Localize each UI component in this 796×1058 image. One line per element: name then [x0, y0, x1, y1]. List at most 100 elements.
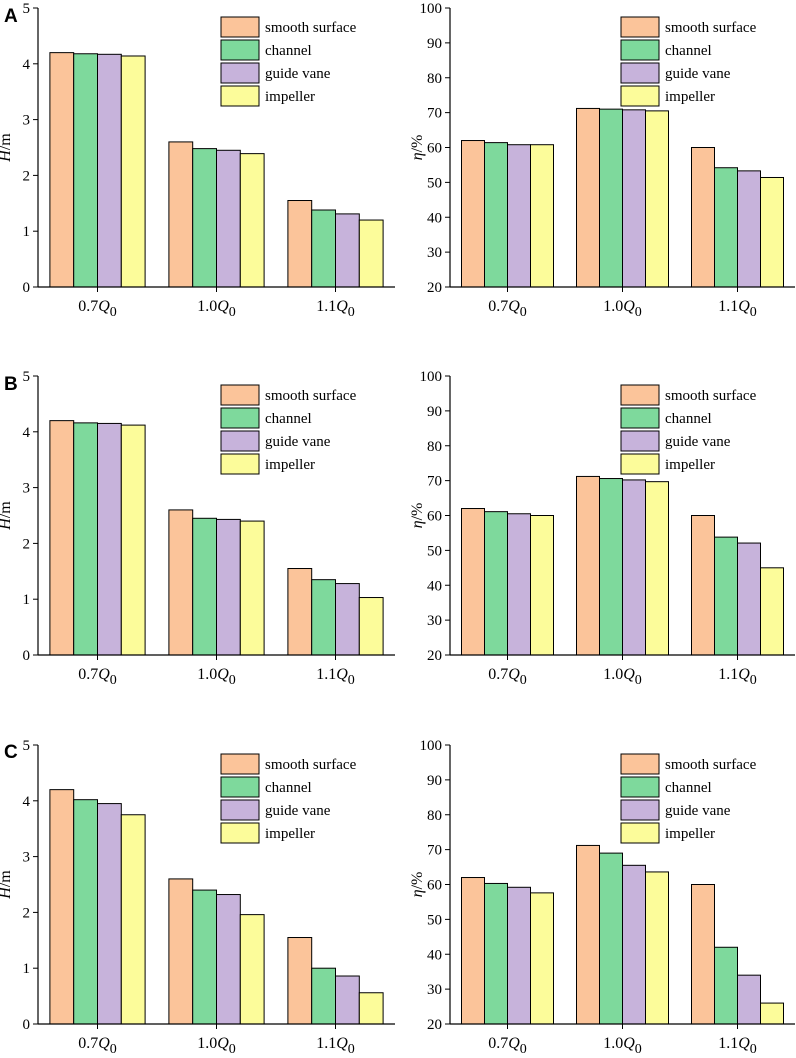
- y-tick-label: 0: [23, 280, 31, 296]
- bar-smooth-surface-3: [287, 937, 313, 1025]
- bar-impeller-3: [358, 219, 384, 288]
- bar-smooth-surface-2: [168, 141, 194, 288]
- legend-label-guide-vane: guide vane: [265, 66, 331, 82]
- legend-label-guide-vane: guide vane: [265, 434, 331, 450]
- bar-impeller-3: [358, 992, 384, 1025]
- y-tick-label: 3: [23, 481, 31, 497]
- y-tick-label: 50: [427, 912, 442, 928]
- bar-channel-2: [599, 478, 623, 656]
- bar-channel-1: [484, 511, 508, 656]
- chart-2: 20 30 40 50 60 70 80 90 100 0.7Q0 1.0Q0 1.1Q0 η/% smo…: [409, 1, 795, 320]
- x-tick-label: 0.7Q0: [78, 298, 117, 320]
- y-tick-label: 30: [427, 245, 442, 261]
- x-tick-label: 1.1Q0: [316, 666, 355, 688]
- bar-guide-vane-1: [97, 803, 122, 1025]
- legend-swatch-guide-vane: [220, 430, 260, 452]
- bar-impeller-2: [239, 520, 265, 656]
- legend: smooth surface channel guide vane impeller: [620, 16, 757, 107]
- bar-guide-vane-2: [216, 894, 241, 1025]
- y-tick-label: 90: [427, 773, 442, 789]
- bar-guide-vane-3: [737, 542, 761, 656]
- legend-label-guide-vane: guide vane: [665, 803, 731, 819]
- bar-impeller-2: [645, 481, 669, 656]
- legend-swatch-channel: [620, 39, 660, 61]
- bar-channel-1: [73, 53, 98, 288]
- bar-channel-1: [484, 882, 508, 1025]
- x-tick-label: 0.7Q0: [488, 666, 527, 688]
- legend-swatch-guide-vane: [620, 62, 660, 84]
- bar-channel-3: [714, 536, 738, 656]
- bar-impeller-1: [120, 55, 146, 288]
- y-axis-label: H/m: [0, 501, 14, 531]
- x-tick-label: 1.1Q0: [316, 298, 355, 320]
- y-tick-label: 30: [427, 982, 442, 998]
- legend-swatch-guide-vane: [220, 799, 260, 821]
- legend-label-channel: channel: [265, 43, 312, 59]
- legend-swatch-channel: [220, 776, 260, 798]
- bar-guide-vane-1: [97, 422, 122, 656]
- bar-smooth-surface-3: [691, 147, 715, 288]
- legend-label-channel: channel: [265, 780, 312, 796]
- y-tick-label: 2: [23, 168, 31, 184]
- y-tick-label: 70: [427, 474, 442, 490]
- y-axis-label: η/%: [409, 135, 426, 161]
- bar-impeller-3: [760, 567, 784, 656]
- bar-channel-2: [599, 108, 623, 288]
- y-tick-label: 2: [23, 905, 31, 921]
- legend-label-smooth-surface: smooth surface: [265, 757, 357, 773]
- y-axis-label: η/%: [409, 872, 426, 898]
- x-tick-label: 1.0Q0: [603, 666, 642, 688]
- y-tick-label: 60: [427, 878, 442, 894]
- legend-swatch-channel: [620, 407, 660, 429]
- chart-3: B 0 1 2 3 4 5 0.7Q0 1.0Q0 1.1Q0 H/m smooth surface c…: [0, 369, 395, 688]
- y-tick-label: 60: [427, 141, 442, 157]
- y-tick-label: 4: [23, 425, 31, 441]
- legend-swatch-impeller: [220, 85, 260, 107]
- bar-guide-vane-2: [622, 109, 646, 288]
- bar-channel-3: [311, 209, 337, 288]
- y-tick-label: 4: [23, 794, 31, 810]
- legend-label-impeller: impeller: [265, 457, 315, 473]
- bar-impeller-1: [120, 814, 146, 1025]
- legend-label-impeller: impeller: [665, 457, 715, 473]
- y-tick-label: 50: [427, 543, 442, 559]
- bar-impeller-2: [239, 914, 265, 1025]
- legend: smooth surface channel guide vane impeller: [220, 384, 357, 475]
- y-tick-label: 80: [427, 808, 442, 824]
- x-tick-label: 1.1Q0: [718, 666, 757, 688]
- x-tick-label: 1.0Q0: [197, 666, 236, 688]
- bar-channel-1: [73, 422, 98, 656]
- bar-impeller-2: [645, 871, 669, 1025]
- legend-swatch-smooth-surface: [220, 16, 260, 38]
- y-tick-label: 3: [23, 850, 31, 866]
- y-tick-label: 5: [23, 738, 31, 754]
- bar-impeller-1: [530, 892, 554, 1025]
- x-tick-label: 0.7Q0: [78, 1035, 117, 1057]
- bar-channel-1: [73, 799, 98, 1025]
- legend-swatch-guide-vane: [620, 799, 660, 821]
- bar-channel-2: [192, 517, 217, 656]
- y-tick-label: 50: [427, 175, 442, 191]
- bar-guide-vane-1: [507, 886, 531, 1025]
- bar-guide-vane-1: [507, 144, 531, 288]
- x-tick-label: 1.1Q0: [316, 1035, 355, 1057]
- legend-swatch-impeller: [220, 453, 260, 475]
- bar-impeller-1: [530, 515, 554, 656]
- legend-label-channel: channel: [665, 411, 712, 427]
- bar-impeller-3: [358, 597, 384, 656]
- y-tick-label: 4: [23, 57, 31, 73]
- y-tick-label: 40: [427, 578, 442, 594]
- bar-guide-vane-3: [737, 170, 761, 288]
- bar-guide-vane-3: [335, 583, 360, 656]
- y-tick-label: 5: [23, 369, 31, 385]
- legend-swatch-guide-vane: [620, 430, 660, 452]
- bar-impeller-1: [530, 144, 554, 288]
- bar-guide-vane-2: [216, 149, 241, 288]
- bar-channel-2: [192, 148, 217, 288]
- bar-impeller-3: [760, 1002, 784, 1025]
- bar-guide-vane-2: [622, 479, 646, 656]
- bar-channel-3: [311, 967, 337, 1025]
- bar-smooth-surface-1: [49, 52, 75, 288]
- bar-smooth-surface-2: [168, 878, 194, 1025]
